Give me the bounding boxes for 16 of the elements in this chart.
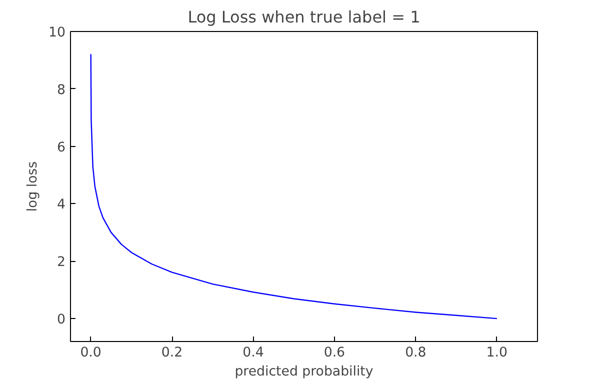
x-tick-label: 0.4	[242, 346, 264, 360]
x-tick-label: 0.2	[161, 346, 183, 360]
y-tick-label: 0	[57, 312, 66, 328]
y-axis-title: log loss	[26, 161, 41, 212]
y-tick-label: 6	[57, 140, 66, 156]
y-tick-label: 4	[57, 198, 66, 213]
x-tick-label: 0.8	[405, 346, 426, 360]
x-tick-label: 0.6	[324, 346, 346, 360]
y-tick-label: 2	[57, 255, 66, 270]
y-tick-label: 10	[48, 26, 66, 40]
x-axis-title: predicted probability	[234, 364, 374, 380]
x-tick-label: 0.0	[80, 346, 102, 360]
chart-title: Log Loss when true label = 1	[188, 8, 420, 26]
line-series	[90, 54, 498, 320]
y-tick-label: 8	[57, 82, 66, 98]
x-tick-label: 1.0	[486, 346, 508, 360]
